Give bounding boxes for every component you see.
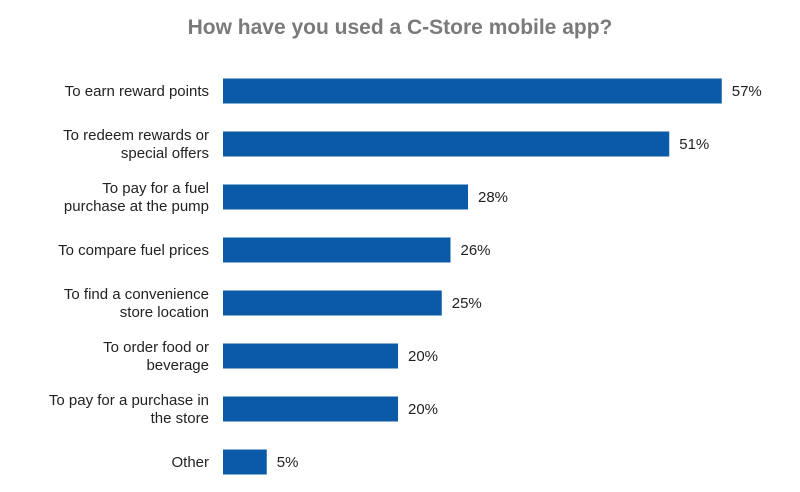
category-label: To redeem rewards or [63,127,209,144]
category-label: To earn reward points [65,83,209,100]
category-label: Other [171,454,209,471]
category-label: purchase at the pump [64,198,209,215]
value-label: 57% [732,83,762,100]
bar [223,396,398,422]
bar [223,78,722,104]
bar [223,449,267,475]
category-label: To pay for a fuel [102,180,209,197]
value-label: 5% [277,454,299,471]
value-label: 51% [679,136,709,153]
category-label: the store [151,410,209,427]
bar [223,290,442,316]
value-label: 26% [461,242,491,259]
category-label: To find a convenience [64,286,209,303]
chart-title: How have you used a C-Store mobile app? [187,16,613,39]
category-label: special offers [121,145,209,162]
value-label: 28% [478,189,508,206]
bar [223,131,670,157]
category-label: To compare fuel prices [58,242,209,259]
bar [223,184,468,210]
category-label: beverage [146,357,209,374]
value-label: 20% [408,401,438,418]
value-label: 25% [452,295,482,312]
category-label: store location [120,304,209,321]
category-label: To pay for a purchase in [49,392,209,409]
value-label: 20% [408,348,438,365]
bar [223,343,398,369]
bar [223,237,451,263]
category-label: To order food or [103,339,209,356]
